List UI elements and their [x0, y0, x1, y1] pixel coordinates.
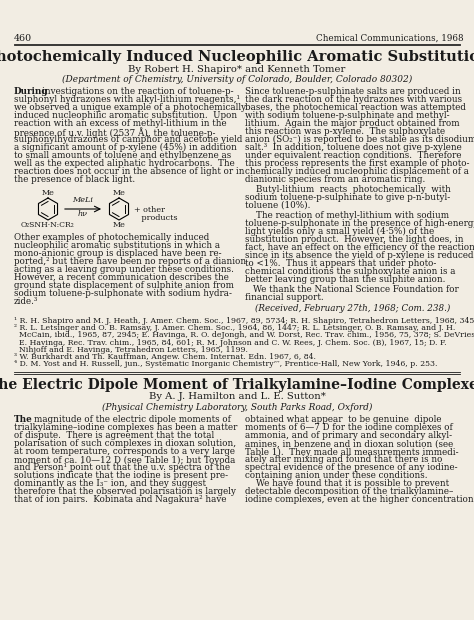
Text: we observed a unique example of a photochemically: we observed a unique example of a photoc…	[14, 103, 246, 112]
Text: ammonia, and of primary and secondary alkyl-: ammonia, and of primary and secondary al…	[245, 432, 452, 440]
Text: this process represents the first example of photo-: this process represents the first exampl…	[245, 159, 470, 168]
Text: salt.³  In addition, toluene does not give p-xylene: salt.³ In addition, toluene does not giv…	[245, 143, 462, 152]
Text: reaction does not occur in the absence of light or in: reaction does not occur in the absence o…	[14, 167, 245, 176]
Text: trialkylamine–iodine complexes has been a matter: trialkylamine–iodine complexes has been …	[14, 423, 237, 432]
Text: By Robert H. Shapiro* and Kenneth Tomer: By Robert H. Shapiro* and Kenneth Tomer	[128, 65, 346, 74]
Text: (Physical Chemistry Laboratory, South Parks Road, Oxford): (Physical Chemistry Laboratory, South Pa…	[102, 402, 372, 412]
Text: reaction with an excess of methyl-lithium in the: reaction with an excess of methyl-lithiu…	[14, 119, 227, 128]
Text: therefore that the observed polarisation is largely: therefore that the observed polarisation…	[14, 487, 236, 497]
Text: toluene-p-sulphonate in the presence of high-energy: toluene-p-sulphonate in the presence of …	[245, 219, 474, 228]
Text: ⁴ D. M. Yost and H. Russell, jun., Systematic Inorganic Chemistry’′′, Prentice-H: ⁴ D. M. Yost and H. Russell, jun., Syste…	[14, 360, 438, 368]
Text: toluene (10%).: toluene (10%).	[245, 201, 310, 210]
Text: containing anion under these conditions.: containing anion under these conditions.	[245, 471, 428, 480]
Text: + other: + other	[134, 206, 165, 214]
Text: sodium toluene-p-sulphonate with sodium hydra-: sodium toluene-p-sulphonate with sodium …	[14, 289, 232, 298]
Text: hν: hν	[78, 210, 88, 218]
Text: Me: Me	[112, 189, 126, 197]
Text: amines, in benzene and in dioxan solution (see: amines, in benzene and in dioxan solutio…	[245, 440, 453, 448]
Text: induced nucleophilic aromatic substitution.  Upon: induced nucleophilic aromatic substituti…	[14, 111, 237, 120]
Text: (Received, February 27th, 1968; Com. 238.): (Received, February 27th, 1968; Com. 238…	[255, 304, 450, 313]
Text: ground state displacement of sulphite anion from: ground state displacement of sulphite an…	[14, 281, 234, 290]
Text: iodine complexes, even at the higher concentrations: iodine complexes, even at the higher con…	[245, 495, 474, 505]
Text: sulphonyl hydrazones with alkyl-lithium reagents,¹: sulphonyl hydrazones with alkyl-lithium …	[14, 95, 240, 104]
Text: mono-anionic group is displaced have been re-: mono-anionic group is displaced have bee…	[14, 249, 222, 258]
Text: ¹ R. H. Shapiro and M. J. Heath, J. Amer. Chem. Soc., 1967, 89, 5734; R. H. Shap: ¹ R. H. Shapiro and M. J. Heath, J. Amer…	[14, 317, 474, 325]
Text: bases, the photochemical reaction was attempted: bases, the photochemical reaction was at…	[245, 103, 466, 112]
Text: By A. J. Hamilton and L. E. Sutton*: By A. J. Hamilton and L. E. Sutton*	[148, 392, 326, 401]
Text: During: During	[14, 87, 48, 96]
Text: to small amounts of toluene and ethylbenzene as: to small amounts of toluene and ethylben…	[14, 151, 231, 160]
Text: anion (SO₂⁻) is reported to be stable as its disodium: anion (SO₂⁻) is reported to be stable as…	[245, 135, 474, 144]
Text: of dispute.  There is agreement that the total: of dispute. There is agreement that the …	[14, 432, 214, 440]
Text: detectable decomposition of the trialkylamine–: detectable decomposition of the trialkyl…	[245, 487, 453, 497]
Text: Chemical Communications, 1968: Chemical Communications, 1968	[316, 34, 464, 43]
Text: sulphonylhydrazones of camphor and acetone yield: sulphonylhydrazones of camphor and aceto…	[14, 135, 242, 144]
Text: this reaction was p-xylene.  The sulphoxylate: this reaction was p-xylene. The sulphoxy…	[245, 127, 445, 136]
Text: chemical conditions the sulphoxylate anion is a: chemical conditions the sulphoxylate ani…	[245, 267, 456, 276]
Text: McCain, ibid., 1965, 87, 2945; E. Havinga, R. O. deJongh, and W. Dorst, Rec. Tra: McCain, ibid., 1965, 87, 2945; E. Having…	[14, 332, 474, 339]
Text: ² R. L. Letsinger and O. B. Ramsay, J. Amer. Chem. Soc., 1964, 86, 1447; R. L. L: ² R. L. Letsinger and O. B. Ramsay, J. A…	[14, 324, 456, 332]
Text: We have found that it is possible to prevent: We have found that it is possible to pre…	[245, 479, 449, 489]
Text: O₂SNH·N:CR₂: O₂SNH·N:CR₂	[21, 221, 75, 229]
Text: that of ion pairs.  Kobinata and Nagakura² have: that of ion pairs. Kobinata and Nagakura…	[14, 495, 227, 505]
Text: Photochemically Induced Nucleophilic Aromatic Substitution: Photochemically Induced Nucleophilic Aro…	[0, 50, 474, 64]
Text: solutions indicate that the iodine is present pre-: solutions indicate that the iodine is pr…	[14, 471, 228, 480]
Text: The Electric Dipole Moment of Trialkylamine–Iodine Complexes: The Electric Dipole Moment of Trialkylam…	[0, 378, 474, 392]
Text: Me: Me	[42, 189, 55, 197]
Text: investigations on the reaction of toluene-p-: investigations on the reaction of toluen…	[42, 87, 234, 96]
Text: fact, have an effect on the efficiency of the reaction,: fact, have an effect on the efficiency o…	[245, 243, 474, 252]
Text: light yields only a small yield (4·5%) of the: light yields only a small yield (4·5%) o…	[245, 227, 434, 236]
Text: to <1%.  Thus it appears that under photo-: to <1%. Thus it appears that under photo…	[245, 259, 437, 268]
Text: chemically induced nucleophilic displacement of a: chemically induced nucleophilic displace…	[245, 167, 469, 176]
Text: However, a recent communication describes the: However, a recent communication describe…	[14, 273, 229, 282]
Text: E. Havinga, Rec. Trav. chim., 1965, 84, 601; R. M. Johnson and C. W. Rees, J. Ch: E. Havinga, Rec. Trav. chim., 1965, 84, …	[14, 339, 447, 347]
Text: polarisation of such complexes in dioxan solution,: polarisation of such complexes in dioxan…	[14, 440, 236, 448]
Text: nucleophilic aromatic substitutions in which a: nucleophilic aromatic substitutions in w…	[14, 241, 220, 250]
Text: Since toluene-p-sulphinate salts are produced in: Since toluene-p-sulphinate salts are pro…	[245, 87, 461, 96]
Text: the presence of black light.: the presence of black light.	[14, 175, 135, 184]
Text: at room temperature, corresponds to a very large: at room temperature, corresponds to a ve…	[14, 448, 235, 456]
Text: products: products	[134, 214, 177, 222]
Text: moments of 6—7 D for the iodine complexes of: moments of 6—7 D for the iodine complexe…	[245, 423, 453, 432]
Text: presence of u.v. light (2537 Å), the toluene-p-: presence of u.v. light (2537 Å), the tol…	[14, 127, 216, 138]
Text: MeLi: MeLi	[73, 196, 93, 204]
Text: 460: 460	[14, 34, 32, 43]
Text: zide.³: zide.³	[14, 297, 38, 306]
Text: Butyl-lithium  reacts  photochemically  with: Butyl-lithium reacts photochemically wit…	[245, 185, 451, 194]
Text: better leaving group than the sulphite anion.: better leaving group than the sulphite a…	[245, 275, 446, 284]
Text: ³ W. Burkhardt and Th. Kauffman, Angew. Chem. Internat. Edn. 1967, 6, 84.: ³ W. Burkhardt and Th. Kauffman, Angew. …	[14, 353, 316, 361]
Text: obtained what appear  to be genuine  dipole: obtained what appear to be genuine dipol…	[245, 415, 441, 425]
Text: Table 1).  They made all measurements immedi-: Table 1). They made all measurements imm…	[245, 448, 459, 456]
Text: The reaction of methyl-lithium with sodium: The reaction of methyl-lithium with sodi…	[245, 211, 449, 220]
Text: The: The	[14, 415, 33, 425]
Text: moment of ca. 10—12 D (see Table 1); but Toyoda: moment of ca. 10—12 D (see Table 1); but…	[14, 456, 236, 464]
Text: the dark reaction of the hydrazones with various: the dark reaction of the hydrazones with…	[245, 95, 462, 104]
Text: We thank the National Science Foundation for: We thank the National Science Foundation…	[253, 285, 459, 294]
Text: (Department of Chemistry, University of Colorado, Boulder, Colorado 80302): (Department of Chemistry, University of …	[62, 75, 412, 84]
Text: magnitude of the electric dipole moments of: magnitude of the electric dipole moments…	[34, 415, 231, 425]
Text: acting as a leaving group under these conditions.: acting as a leaving group under these co…	[14, 265, 234, 274]
Text: Nihjoff and E. Havinga, Tetrahedron Letters, 1965, 1199.: Nihjoff and E. Havinga, Tetrahedron Lett…	[14, 346, 248, 354]
Text: since in its absence the yield of p-xylene is reduced: since in its absence the yield of p-xyle…	[245, 251, 474, 260]
Text: lithium.  Again the major product obtained from: lithium. Again the major product obtaine…	[245, 119, 460, 128]
Text: sodium toluene-p-sulphinate to give p-n-butyl-: sodium toluene-p-sulphinate to give p-n-…	[245, 193, 450, 202]
Text: financial support.: financial support.	[245, 293, 324, 302]
Text: substitution product.  However, the light does, in: substitution product. However, the light…	[245, 235, 464, 244]
Text: with sodium toluene-p-sulphinate and methyl-: with sodium toluene-p-sulphinate and met…	[245, 111, 450, 120]
Text: a significant amount of p-xylene (45%) in addition: a significant amount of p-xylene (45%) i…	[14, 143, 237, 152]
Text: ported,² but there have been no reports of a dianion: ported,² but there have been no reports …	[14, 257, 246, 266]
Text: well as the expected aliphatic hydrocarbons.  The: well as the expected aliphatic hydrocarb…	[14, 159, 235, 168]
Text: and Person¹ point out that the u.v. spectra of the: and Person¹ point out that the u.v. spec…	[14, 463, 230, 472]
Text: ately after mixing and found that there is no: ately after mixing and found that there …	[245, 456, 442, 464]
Text: dianionic species from an aromatic ring.: dianionic species from an aromatic ring.	[245, 175, 425, 184]
Text: Me: Me	[112, 221, 126, 229]
Text: Other examples of photochemically induced: Other examples of photochemically induce…	[14, 233, 209, 242]
Text: spectral evidence of the presence of any iodine-: spectral evidence of the presence of any…	[245, 463, 457, 472]
Text: under equivalent reaction conditions.  Therefore: under equivalent reaction conditions. Th…	[245, 151, 462, 160]
Text: dominantly as the I₃⁻ ion, and they suggest: dominantly as the I₃⁻ ion, and they sugg…	[14, 479, 206, 489]
